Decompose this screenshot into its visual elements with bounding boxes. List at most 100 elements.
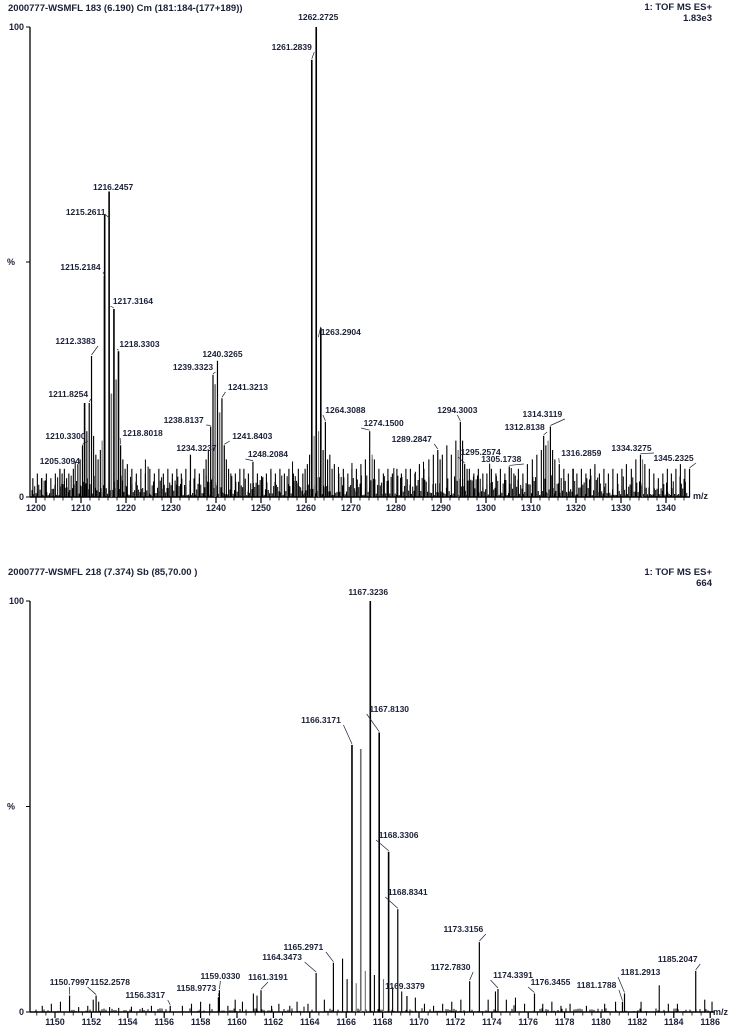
peak-leader — [617, 976, 625, 993]
x-tick-label: 1340 — [656, 503, 676, 513]
peak-label: 1211.8254 — [48, 389, 88, 399]
peak-label: 1181.2913 — [621, 967, 661, 977]
peak-label: 1274.1500 — [364, 418, 404, 428]
peak-leader — [212, 371, 216, 375]
peak-label: 1295.2574 — [461, 447, 501, 457]
x-tick-label: 1152 — [82, 1017, 102, 1027]
x-tick-label: 1156 — [154, 1017, 174, 1027]
peak-leader — [695, 963, 701, 971]
peak-label: 1205.3094 — [40, 456, 80, 466]
peak-leader — [343, 724, 353, 744]
x-tick-label: 1250 — [251, 503, 271, 513]
peak-leader — [116, 348, 119, 351]
peak-leader — [218, 992, 220, 997]
x-tick-label: 1330 — [611, 503, 631, 513]
x-tick-label: 1180 — [591, 1017, 611, 1027]
y-max-label: 100 — [9, 596, 24, 606]
x-tick-label: 1280 — [386, 503, 406, 513]
peak-leader — [322, 414, 326, 421]
x-tick-label: 1170 — [409, 1017, 429, 1027]
x-tick-label: 1230 — [161, 503, 181, 513]
peak-leader — [88, 398, 92, 403]
peak-leader — [245, 458, 254, 462]
peak-label: 1181.1788 — [577, 980, 617, 990]
peak-label: 1158.9773 — [177, 983, 217, 993]
peak-label: 1240.3265 — [202, 349, 242, 359]
x-tick-label: 1240 — [206, 503, 226, 513]
spectrum1-intensity-scale: 1.83e3 — [683, 13, 712, 24]
x-tick-label: 1150 — [45, 1017, 65, 1027]
peak-leader — [104, 213, 109, 218]
peak-leader — [366, 713, 380, 732]
x-axis-title: m/z — [693, 491, 709, 501]
peak-leader — [689, 462, 697, 469]
peak-leader — [311, 51, 315, 60]
x-tick-label: 1164 — [300, 1017, 320, 1027]
peak-leader — [375, 839, 389, 851]
peak-leader — [82, 440, 89, 445]
x-tick-label: 1200 — [26, 503, 46, 513]
peak-label: 1168.3306 — [379, 830, 419, 840]
peak-label: 1166.3171 — [301, 715, 341, 725]
peak-leader — [91, 345, 99, 356]
spectrum2-plot: 100 0% 1150 1152 1154 1156 1158 1160 1162 1164 116… — [7, 587, 729, 1027]
peak-label: 1218.3303 — [119, 339, 159, 349]
peak-leader — [469, 971, 474, 981]
peak-label: 1173.3156 — [443, 924, 483, 934]
peak-label: 1239.3323 — [173, 362, 213, 372]
peak-leader — [479, 933, 487, 942]
peak-label: 1216.2457 — [93, 182, 133, 192]
peak-leader — [433, 443, 439, 450]
spectrum2-header-left: 2000777-WSMFL 218 (7.374) Sb (85,70.00 ) — [8, 567, 197, 578]
peak-label: 1261.2839 — [272, 42, 312, 52]
peak-label: 1345.2325 — [653, 453, 693, 463]
peak-label: 1294.3003 — [437, 405, 477, 415]
x-tick-label: 1158 — [191, 1017, 211, 1027]
x-tick-label: 1270 — [341, 503, 361, 513]
y-min-label: 0 — [19, 492, 24, 502]
peak-label: 1215.2611 — [66, 207, 106, 217]
peak-leader — [509, 463, 524, 466]
x-tick-label: 1260 — [296, 503, 316, 513]
y-axis-title: % — [7, 257, 15, 267]
peak-label: 1152.2578 — [90, 977, 130, 987]
peak-leader — [260, 981, 269, 990]
peak-label: 1167.3236 — [348, 587, 388, 597]
x-tick-label: 1320 — [566, 503, 586, 513]
peak-label: 1215.2184 — [60, 262, 100, 272]
peak-label: 1314.3119 — [523, 409, 563, 419]
peak-leader — [167, 999, 171, 1005]
peak-label: 1164.3473 — [262, 952, 302, 962]
peak-leader — [527, 986, 535, 993]
peak-leader — [219, 980, 221, 990]
peak-leader — [87, 986, 97, 995]
peak-label: 1334.3275 — [611, 443, 651, 453]
peak-leader — [457, 414, 461, 421]
x-tick-label: 1178 — [555, 1017, 575, 1027]
x-tick-label: 1160 — [227, 1017, 247, 1027]
x-tick-label: 1168 — [373, 1017, 393, 1027]
peak-label: 1248.2084 — [248, 449, 288, 459]
peak-label: 1212.3383 — [55, 336, 95, 346]
peak-leader — [457, 456, 465, 464]
x-axis-title: m/z — [713, 1007, 729, 1017]
x-tick-label: 1210 — [71, 503, 91, 513]
peak-label: 1312.8138 — [505, 422, 545, 432]
peak-label: 1150.7997 — [50, 977, 90, 987]
spectrum2-intensity-scale: 664 — [696, 578, 713, 589]
peak-label: 1241.3213 — [228, 382, 268, 392]
peak-label: 1238.8137 — [164, 415, 204, 425]
peak-label: 1218.8018 — [123, 428, 163, 438]
x-tick-label: 1154 — [118, 1017, 138, 1027]
spectrum2-function-label: 1: TOF MS ES+ — [644, 567, 712, 578]
spectrum1-header-left: 2000777-WSMFL 183 (6.190) Cm (181:184-(1… — [8, 3, 243, 14]
peak-label: 1316.2859 — [561, 448, 601, 458]
peak-label: 1161.3191 — [248, 972, 288, 982]
x-tick-label: 1184 — [664, 1017, 684, 1027]
peak-leader — [543, 431, 548, 436]
x-tick-label: 1290 — [431, 503, 451, 513]
peak-label: 1174.3391 — [493, 970, 533, 980]
x-tick-label: 1174 — [482, 1017, 502, 1027]
peak-leader — [618, 989, 623, 1001]
